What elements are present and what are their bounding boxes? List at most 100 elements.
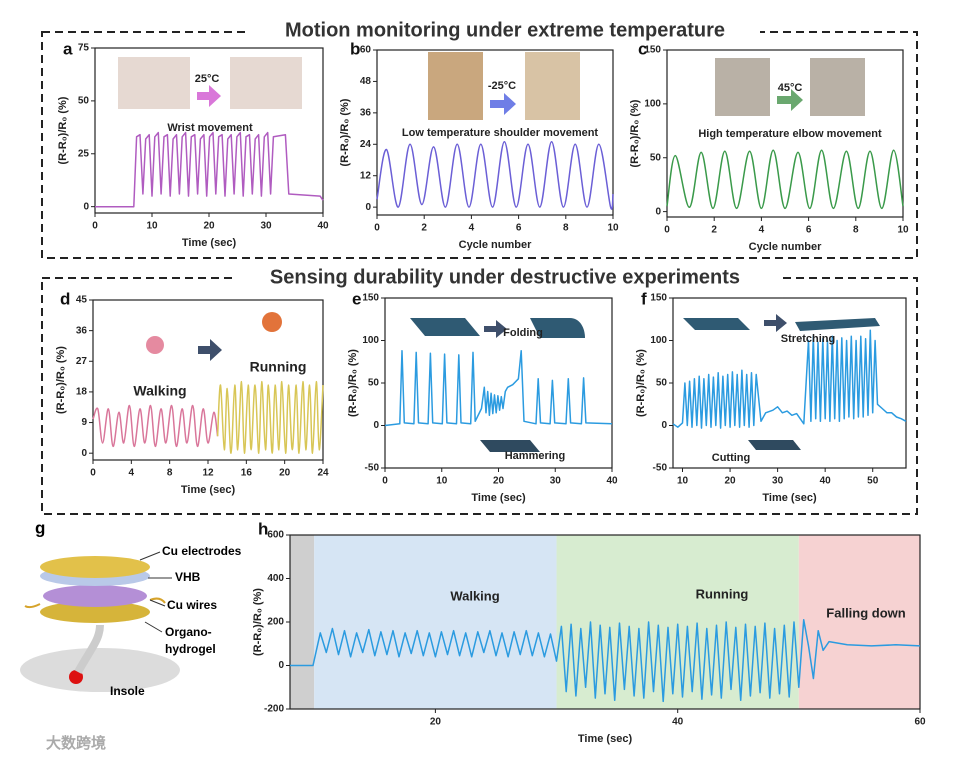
x-tick-label: 16 — [241, 468, 253, 479]
x-axis-label: Cycle number — [459, 239, 532, 251]
y-tick-label: 100 — [362, 335, 379, 346]
plot-frame — [376, 49, 614, 216]
annotation: 45°C — [778, 82, 803, 94]
annotation: Low temperature shoulder movement — [402, 127, 599, 139]
x-tick-label: 20 — [279, 468, 291, 479]
y-axis-label: (R-R₀)/R₀ (%) — [347, 349, 359, 417]
annotation: -25°C — [488, 80, 516, 92]
arrow — [777, 89, 803, 111]
panel-label: d — [60, 289, 70, 308]
x-tick-label: 8 — [563, 223, 569, 234]
y-tick-label: 24 — [360, 139, 372, 150]
x-tick-label: 6 — [806, 225, 812, 236]
annotation: Wrist movement — [167, 122, 253, 134]
icon — [262, 312, 282, 332]
x-axis-label: Time (sec) — [578, 733, 633, 745]
data-line — [92, 404, 219, 448]
region-label: Running — [696, 586, 749, 601]
annotation: Running — [250, 359, 307, 375]
data-line — [672, 329, 907, 429]
y-axis-label: (R-R₀)/R₀ (%) — [57, 96, 69, 164]
section-title: Motion monitoring under extreme temperat… — [285, 19, 725, 41]
x-tick-label: 20 — [430, 717, 442, 728]
connector — [74, 624, 104, 674]
data-line — [95, 131, 324, 208]
icon — [530, 318, 585, 338]
annotation: High temperature elbow movement — [698, 128, 882, 140]
arrow — [490, 93, 516, 115]
y-tick-label: 0 — [83, 201, 89, 212]
title-mask — [232, 265, 778, 291]
y-tick-label: 36 — [76, 325, 88, 336]
data-line — [290, 619, 921, 703]
annotation: 25°C — [195, 73, 220, 85]
y-axis-label: (R-R₀)/R₀ (%) — [252, 588, 264, 656]
x-tick-label: 10 — [897, 225, 909, 236]
section-box — [41, 277, 918, 515]
annotation: Folding — [503, 327, 543, 339]
y-tick-label: 100 — [650, 335, 667, 346]
region-label: Falling down — [826, 605, 905, 620]
x-tick-label: 4 — [469, 223, 475, 234]
y-axis-label: (R-R₀)/R₀ (%) — [629, 99, 641, 167]
x-tick-label: 6 — [516, 223, 522, 234]
x-tick-label: 8 — [167, 468, 173, 479]
electrode — [40, 601, 150, 623]
part-label: Cu electrodes — [162, 544, 242, 558]
panel-label: g — [35, 518, 45, 537]
y-tick-label: 0 — [655, 206, 661, 217]
y-tick-label: 400 — [267, 573, 284, 584]
y-tick-label: 0 — [81, 448, 87, 459]
x-tick-label: 40 — [606, 476, 618, 487]
region — [314, 535, 557, 709]
y-tick-label: -50 — [365, 463, 380, 474]
panel-label: c — [638, 39, 647, 58]
watermark: 大数跨境 — [46, 734, 106, 752]
x-tick-label: 30 — [260, 221, 272, 232]
part-label: Cu wires — [167, 598, 217, 612]
x-tick-label: 40 — [317, 221, 329, 232]
x-tick-label: 10 — [436, 476, 448, 487]
x-tick-label: 10 — [146, 221, 158, 232]
annotation: Cutting — [712, 452, 750, 464]
y-tick-label: 75 — [78, 43, 90, 54]
region — [798, 535, 920, 709]
region-label: Walking — [450, 588, 499, 603]
y-tick-label: 50 — [78, 96, 90, 107]
x-tick-label: 0 — [664, 225, 670, 236]
section-title: Sensing durability under destructive exp… — [270, 266, 740, 288]
y-axis-label: (R-R₀)/R₀ (%) — [635, 349, 647, 417]
annotation: Hammering — [505, 450, 566, 462]
photo — [810, 58, 865, 116]
data-line — [376, 140, 614, 210]
panel-label: b — [350, 39, 360, 58]
y-tick-label: 27 — [76, 356, 88, 367]
y-tick-label: -50 — [653, 463, 668, 474]
y-tick-label: 600 — [267, 530, 284, 541]
icon — [410, 318, 480, 336]
y-tick-label: 0 — [365, 202, 371, 213]
illustrations — [118, 52, 880, 452]
x-tick-label: 2 — [421, 223, 427, 234]
x-tick-label: 50 — [867, 476, 879, 487]
x-axis-label: Time (sec) — [182, 237, 237, 249]
x-tick-label: 0 — [90, 468, 96, 479]
photo — [525, 52, 580, 120]
y-tick-label: 12 — [360, 170, 372, 181]
icon — [146, 336, 164, 354]
x-tick-label: 4 — [759, 225, 765, 236]
electrode — [40, 556, 150, 578]
part-label: Organo- — [165, 625, 212, 639]
y-tick-label: 48 — [360, 76, 372, 87]
arrow — [764, 314, 787, 332]
y-tick-label: 0 — [278, 660, 284, 671]
photo — [715, 58, 770, 116]
y-tick-label: 25 — [78, 148, 90, 159]
part-label: hydrogel — [165, 642, 216, 656]
x-axis-label: Time (sec) — [762, 492, 817, 504]
y-tick-label: 50 — [650, 152, 662, 163]
photo — [230, 57, 302, 109]
x-tick-label: 20 — [203, 221, 215, 232]
